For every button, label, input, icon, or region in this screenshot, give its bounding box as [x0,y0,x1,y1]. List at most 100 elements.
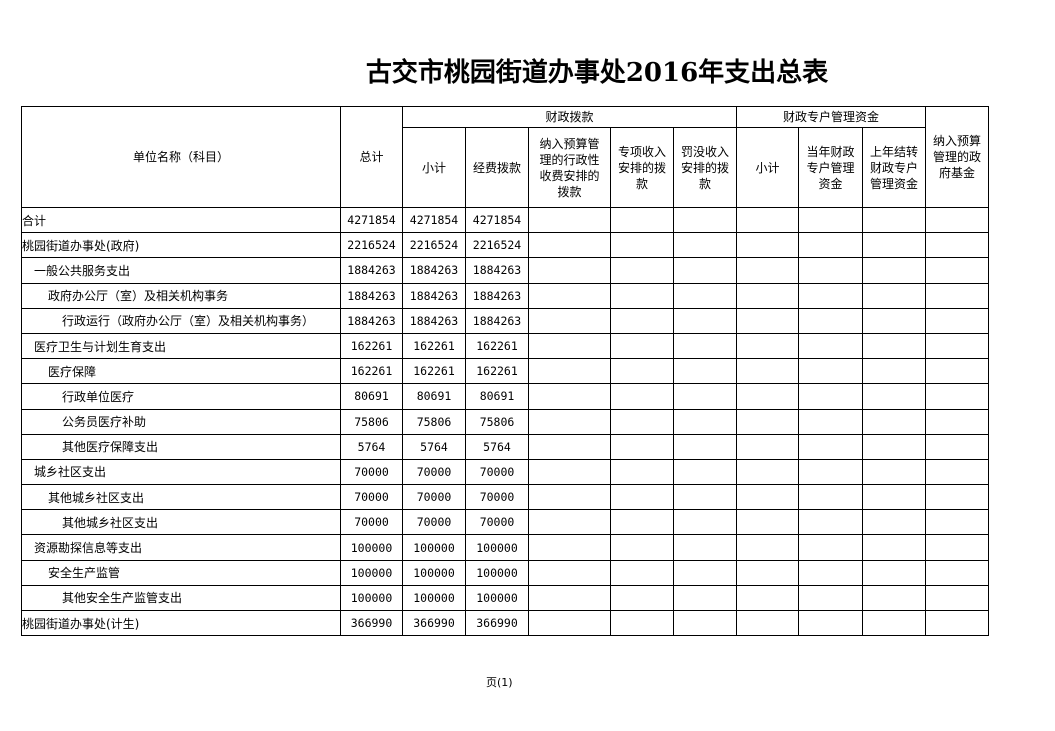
empty-cell [925,383,989,410]
empty-cell [798,206,863,234]
empty-cell [528,584,611,612]
empty-cell [673,534,737,561]
empty-cell [798,559,863,586]
empty-cell [925,509,989,536]
row-subtotal: 1884263 [402,257,466,284]
empty-cell [528,257,611,284]
row-subtotal: 70000 [402,484,466,511]
empty-cell [862,433,926,460]
table-row: 桃园街道办事处(政府) 2216524 2216524 2216524 [21,232,989,259]
row-funding: 70000 [465,458,529,486]
empty-cell [610,206,674,234]
empty-cell [925,257,989,284]
page-number: 页(1) [486,676,513,689]
empty-cell [610,584,674,612]
row-subtotal: 100000 [402,584,466,612]
empty-cell [673,332,737,360]
row-total: 100000 [340,534,403,561]
empty-cell [673,232,737,259]
table-row: 其他城乡社区支出 70000 70000 70000 [21,484,989,511]
row-funding: 366990 [465,609,529,637]
row-funding: 162261 [465,332,529,360]
row-subtotal: 80691 [402,383,466,410]
row-name: 合计 [21,206,341,234]
empty-cell [610,458,674,486]
empty-cell [925,232,989,259]
empty-cell [528,559,611,586]
row-subtotal: 162261 [402,358,466,385]
table-row: 其他医疗保障支出 5764 5764 5764 [21,433,989,460]
row-name: 其他城乡社区支出 [21,484,341,511]
row-funding: 4271854 [465,206,529,234]
table-row: 桃园街道办事处(计生) 366990 366990 366990 [21,609,989,637]
empty-cell [862,408,926,435]
empty-cell [610,559,674,586]
empty-cell [736,408,799,435]
row-funding: 162261 [465,358,529,385]
row-name: 桃园街道办事处(计生) [21,609,341,637]
empty-cell [798,383,863,410]
row-total: 80691 [340,383,403,410]
empty-cell [528,408,611,435]
row-total: 70000 [340,458,403,486]
header-subtotal: 小计 [402,127,466,208]
empty-cell [528,232,611,259]
empty-cell [528,332,611,360]
row-funding: 5764 [465,433,529,460]
empty-cell [736,458,799,486]
empty-cell [862,307,926,334]
row-name: 政府办公厅（室）及相关机构事务 [21,282,341,309]
header-fiscal: 财政拨款 [402,106,737,128]
empty-cell [736,433,799,460]
empty-cell [862,509,926,536]
empty-cell [736,559,799,586]
row-funding: 100000 [465,559,529,586]
empty-cell [862,282,926,309]
row-funding: 70000 [465,484,529,511]
row-name: 桃园街道办事处(政府) [21,232,341,259]
row-subtotal: 366990 [402,609,466,637]
empty-cell [610,433,674,460]
row-name: 行政单位医疗 [21,383,341,410]
empty-cell [798,408,863,435]
row-funding: 75806 [465,408,529,435]
empty-cell [736,257,799,284]
row-name: 资源勘探信息等支出 [21,534,341,561]
header-sa-subtotal: 小计 [736,127,799,208]
empty-cell [528,358,611,385]
row-total: 100000 [340,584,403,612]
expenditure-table: 单位名称（科目） 总计 财政拨款 财政专户管理资金 纳入预算管理的政府基金 小计… [21,106,989,637]
row-total: 100000 [340,559,403,586]
header-fines: 罚没收入安排的拨款 [673,127,737,208]
table-row: 安全生产监管 100000 100000 100000 [21,559,989,586]
row-name: 一般公共服务支出 [21,257,341,284]
empty-cell [673,584,737,612]
row-subtotal: 5764 [402,433,466,460]
empty-cell [673,206,737,234]
row-total: 1884263 [340,257,403,284]
empty-cell [925,609,989,637]
empty-cell [736,609,799,637]
empty-cell [862,232,926,259]
header-prior-year: 上年结转财政专户管理资金 [862,127,926,208]
row-funding: 1884263 [465,257,529,284]
empty-cell [673,609,737,637]
table-row: 资源勘探信息等支出 100000 100000 100000 [21,534,989,561]
empty-cell [673,307,737,334]
empty-cell [798,257,863,284]
row-name: 医疗保障 [21,358,341,385]
header-funding: 经费拨款 [465,127,529,208]
row-total: 4271854 [340,206,403,234]
table-row: 政府办公厅（室）及相关机构事务 1884263 1884263 1884263 [21,282,989,309]
empty-cell [925,408,989,435]
empty-cell [610,332,674,360]
table-row: 行政单位医疗 80691 80691 80691 [21,383,989,410]
row-subtotal: 162261 [402,332,466,360]
empty-cell [610,282,674,309]
empty-cell [925,484,989,511]
empty-cell [736,584,799,612]
empty-cell [798,584,863,612]
row-name: 医疗卫生与计划生育支出 [21,332,341,360]
row-total: 75806 [340,408,403,435]
row-total: 366990 [340,609,403,637]
